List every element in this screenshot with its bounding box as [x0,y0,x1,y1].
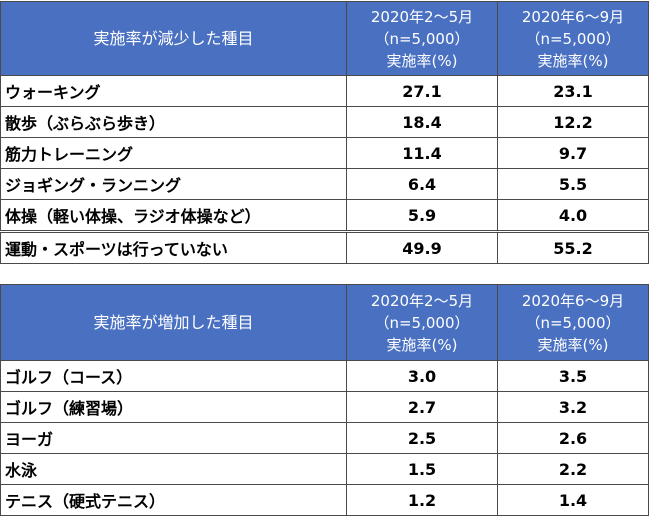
value-period1: 49.9 [346,230,498,264]
period-label: 2020年2～5月 [370,291,474,310]
row-label: ウォーキング [0,75,347,107]
row-label: 散歩（ぶらぶら歩き） [0,106,347,138]
metric-label: 実施率(%) [537,335,609,354]
table-row: 筋力トレーニング 11.4 9.7 [0,137,649,169]
sample-size: （n=5,000） [525,29,621,48]
value-period2: 23.1 [497,75,649,107]
value-period1: 2.5 [346,422,498,454]
column-header-period2: 2020年6～9月 （n=5,000） 実施率(%) [497,1,649,76]
column-header-period1: 2020年2～5月 （n=5,000） 実施率(%) [346,1,498,76]
table-header-row: 実施率が減少した種目 2020年2～5月 （n=5,000） 実施率(%) 20… [0,1,649,76]
metric-label: 実施率(%) [386,51,458,70]
row-label: ゴルフ（コース） [0,360,347,392]
table-row: 運動・スポーツは行っていない 49.9 55.2 [0,230,649,264]
metric-label: 実施率(%) [537,51,609,70]
table-row: ジョギング・ランニング 6.4 5.5 [0,168,649,200]
decreased-table: 実施率が減少した種目 2020年2～5月 （n=5,000） 実施率(%) 20… [0,1,649,264]
column-header-period1: 2020年2～5月 （n=5,000） 実施率(%) [346,284,498,361]
value-period2: 4.0 [497,199,649,232]
value-period1: 3.0 [346,360,498,392]
value-period2: 1.4 [497,484,649,516]
sample-size: （n=5,000） [374,313,470,332]
row-label: ヨーガ [0,422,347,454]
period-label: 2020年2～5月 [370,7,474,26]
value-period2: 2.2 [497,453,649,485]
table-row: ヨーガ 2.5 2.6 [0,422,649,454]
value-period1: 11.4 [346,137,498,169]
period-label: 2020年6～9月 [521,291,625,310]
value-period2: 9.7 [497,137,649,169]
column-header-period2: 2020年6～9月 （n=5,000） 実施率(%) [497,284,649,361]
row-label: 筋力トレーニング [0,137,347,169]
value-period2: 5.5 [497,168,649,200]
table-title: 実施率が増加した種目 [0,284,347,361]
value-period1: 2.7 [346,391,498,423]
value-period2: 2.6 [497,422,649,454]
increased-table: 実施率が増加した種目 2020年2～5月 （n=5,000） 実施率(%) 20… [0,284,649,516]
table-row: ゴルフ（コース） 3.0 3.5 [0,360,649,392]
table-row: 散歩（ぶらぶら歩き） 18.4 12.2 [0,106,649,138]
value-period1: 18.4 [346,106,498,138]
row-label: テニス（硬式テニス） [0,484,347,516]
value-period1: 1.5 [346,453,498,485]
table-row: ウォーキング 27.1 23.1 [0,75,649,107]
value-period1: 6.4 [346,168,498,200]
value-period1: 27.1 [346,75,498,107]
value-period2: 3.2 [497,391,649,423]
row-label: 水泳 [0,453,347,485]
row-label: 体操（軽い体操、ラジオ体操など） [0,199,347,232]
value-period2: 12.2 [497,106,649,138]
metric-label: 実施率(%) [386,335,458,354]
table-header-row: 実施率が増加した種目 2020年2～5月 （n=5,000） 実施率(%) 20… [0,284,649,361]
value-period2: 55.2 [497,230,649,264]
sample-size: （n=5,000） [525,313,621,332]
row-label: ゴルフ（練習場） [0,391,347,423]
value-period1: 1.2 [346,484,498,516]
table-row: 水泳 1.5 2.2 [0,453,649,485]
table-title: 実施率が減少した種目 [0,1,347,76]
sample-size: （n=5,000） [374,29,470,48]
row-label: ジョギング・ランニング [0,168,347,200]
table-row: 体操（軽い体操、ラジオ体操など） 5.9 4.0 [0,199,649,232]
row-label: 運動・スポーツは行っていない [0,230,347,264]
period-label: 2020年6～9月 [521,7,625,26]
value-period2: 3.5 [497,360,649,392]
table-row: テニス（硬式テニス） 1.2 1.4 [0,484,649,516]
value-period1: 5.9 [346,199,498,232]
table-row: ゴルフ（練習場） 2.7 3.2 [0,391,649,423]
